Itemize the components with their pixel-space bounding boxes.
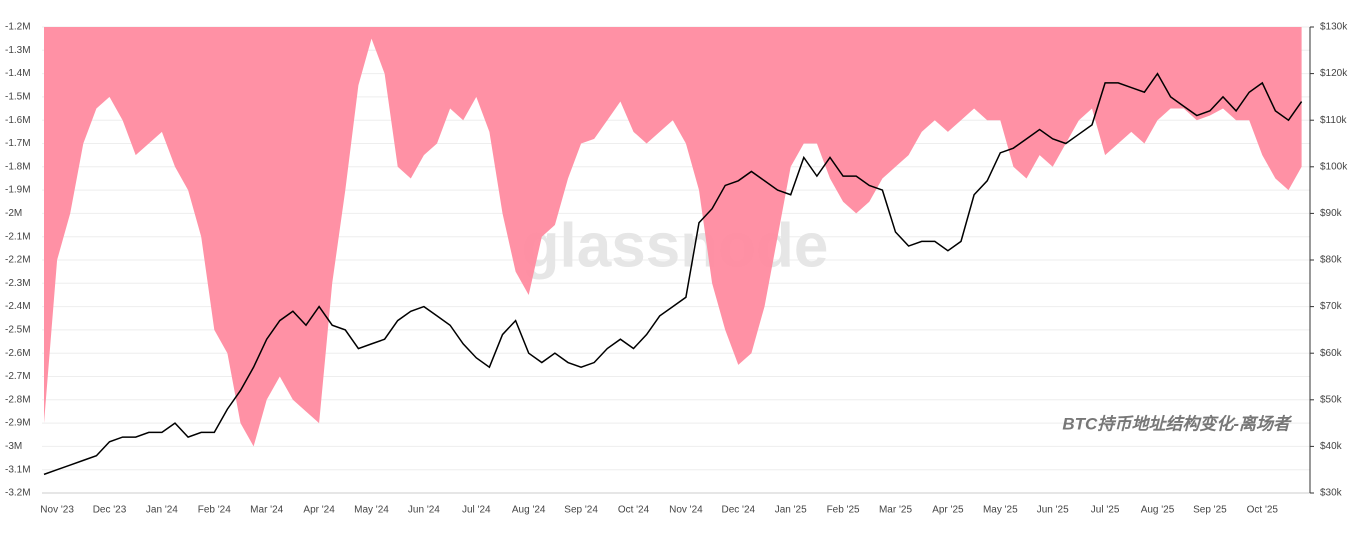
y2-tick-label: $120k	[1320, 68, 1348, 79]
y-tick-label: -1.8M	[5, 161, 31, 172]
x-tick-label: Oct '25	[1247, 505, 1279, 516]
x-tick-label: Sep '25	[1193, 505, 1227, 516]
y2-tick-label: $80k	[1320, 255, 1343, 266]
x-tick-label: Nov '23	[40, 505, 74, 516]
y2-tick-label: $130k	[1320, 22, 1348, 33]
y-tick-label: -1.6M	[5, 115, 31, 126]
x-tick-label: Jan '24	[146, 505, 178, 516]
x-tick-label: Jul '24	[462, 505, 491, 516]
x-tick-label: Dec '24	[722, 505, 756, 516]
y-tick-label: -2.8M	[5, 394, 31, 405]
y-tick-label: -3.1M	[5, 464, 31, 475]
x-tick-label: May '24	[354, 505, 389, 516]
watermark: glassnode	[522, 211, 829, 280]
y-tick-label: -2.9M	[5, 418, 31, 429]
x-tick-label: Jul '25	[1091, 505, 1120, 516]
x-tick-label: Jun '25	[1037, 505, 1069, 516]
x-tick-label: Nov '24	[669, 505, 703, 516]
y-tick-label: -1.3M	[5, 45, 31, 56]
x-tick-label: Dec '23	[93, 505, 127, 516]
y2-tick-label: $110k	[1320, 115, 1348, 126]
x-tick-label: Sep '24	[564, 505, 598, 516]
y2-tick-label: $30k	[1320, 488, 1343, 499]
x-tick-label: Jan '25	[775, 505, 807, 516]
area	[44, 27, 1302, 447]
y-tick-label: -2M	[5, 208, 22, 219]
y-tick-label: -2.2M	[5, 255, 31, 266]
x-tick-label: Aug '24	[512, 505, 546, 516]
x-tick-label: Feb '24	[198, 505, 231, 516]
y-tick-label: -1.5M	[5, 92, 31, 103]
y-tick-label: -1.2M	[5, 22, 31, 33]
x-tick-label: Aug '25	[1141, 505, 1175, 516]
y-tick-label: -2.5M	[5, 325, 31, 336]
x-tick-label: Mar '24	[250, 505, 283, 516]
annotation: BTC持币地址结构变化-离场者	[1062, 414, 1293, 433]
y2-tick-label: $40k	[1320, 441, 1343, 452]
y-tick-label: -2.4M	[5, 301, 31, 312]
x-tick-label: Mar '25	[879, 505, 912, 516]
y-tick-label: -1.4M	[5, 68, 31, 79]
x-tick-label: Oct '24	[618, 505, 650, 516]
y-tick-label: -3.2M	[5, 488, 31, 499]
y-tick-label: -2.3M	[5, 278, 31, 289]
x-tick-label: Apr '24	[303, 505, 335, 516]
y-tick-label: -1.9M	[5, 185, 31, 196]
y2-tick-label: $70k	[1320, 301, 1343, 312]
y2-tick-label: $60k	[1320, 348, 1343, 359]
y-tick-label: -2.1M	[5, 231, 31, 242]
price-line	[43, 72, 1303, 476]
y-tick-label: -2.7M	[5, 371, 31, 382]
y-tick-label: -1.7M	[5, 138, 31, 149]
y-tick-label: -3M	[5, 441, 22, 452]
x-tick-label: Apr '25	[932, 505, 964, 516]
y-tick-label: -2.6M	[5, 348, 31, 359]
x-tick-label: Feb '25	[827, 505, 860, 516]
x-tick-label: May '25	[983, 505, 1018, 516]
x-tick-label: Jun '24	[408, 505, 440, 516]
y2-tick-label: $90k	[1320, 208, 1343, 219]
y2-tick-label: $100k	[1320, 161, 1348, 172]
y2-tick-label: $50k	[1320, 394, 1343, 405]
